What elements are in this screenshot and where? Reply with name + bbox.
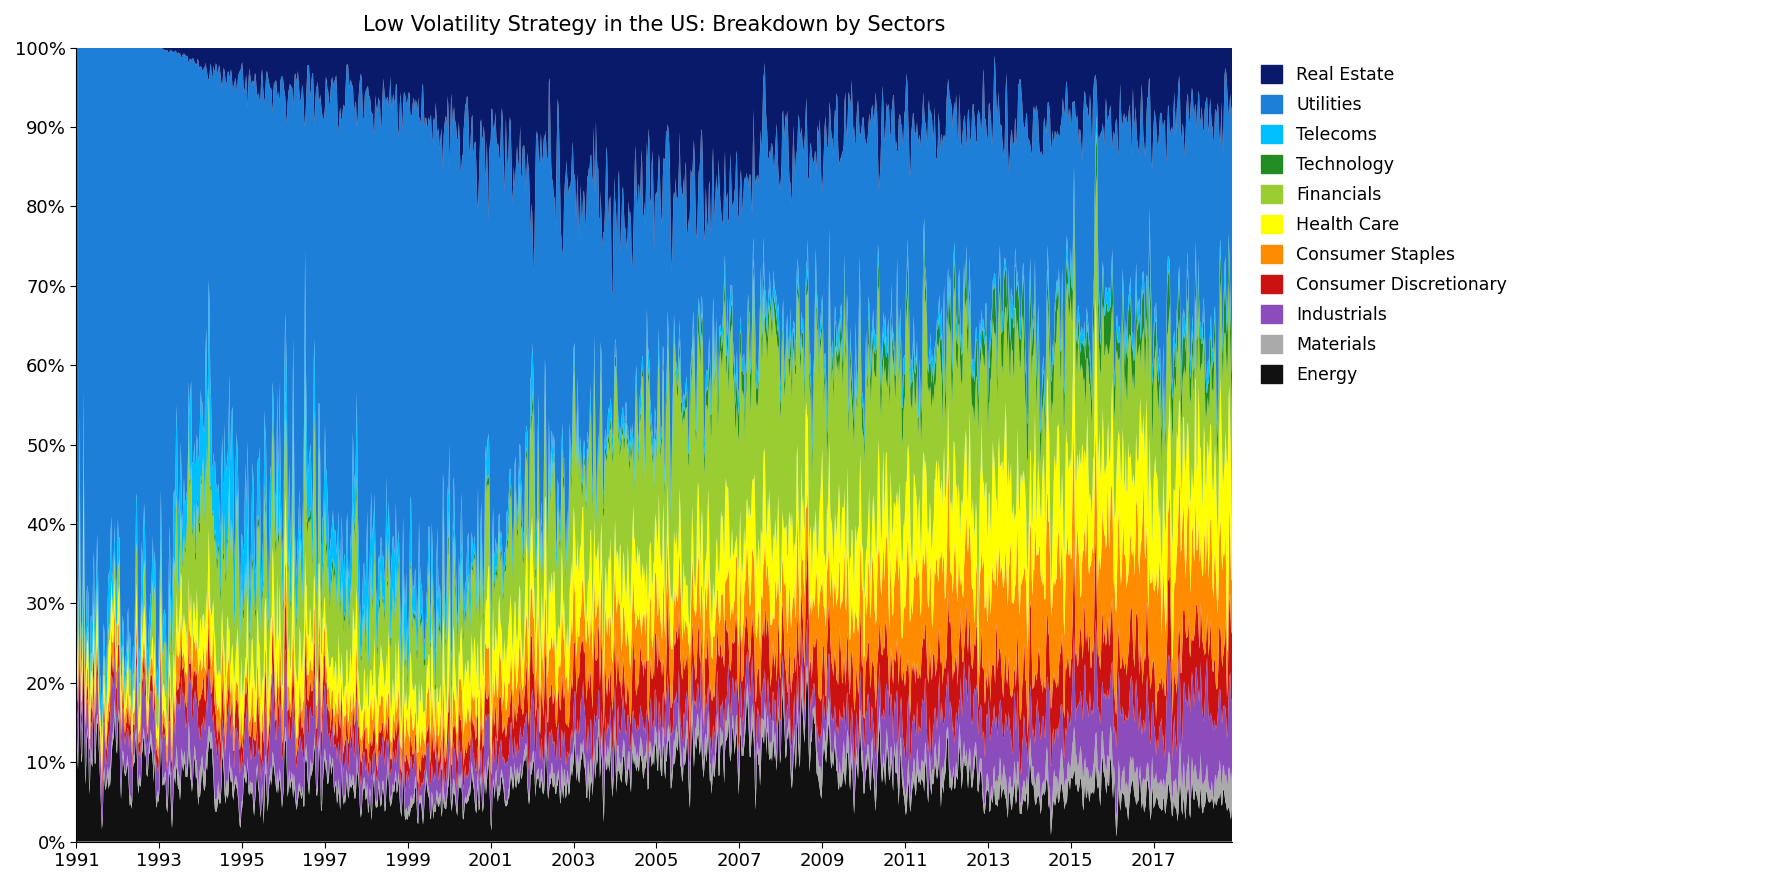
Legend: Real Estate, Utilities, Telecoms, Technology, Financials, Health Care, Consumer : Real Estate, Utilities, Telecoms, Techno… [1253,57,1515,393]
Title: Low Volatility Strategy in the US: Breakdown by Sectors: Low Volatility Strategy in the US: Break… [363,15,946,35]
